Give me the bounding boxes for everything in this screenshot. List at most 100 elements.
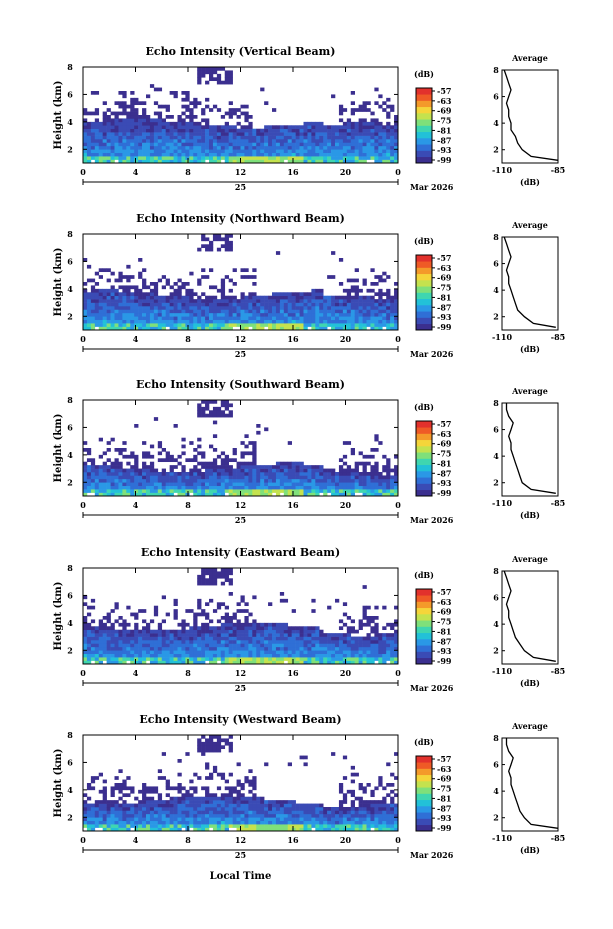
heat-cell (118, 118, 123, 123)
heat-cell (319, 306, 324, 310)
heat-cell (126, 111, 131, 116)
heat-cell (185, 108, 190, 112)
heat-cell (197, 824, 202, 828)
heat-cell (386, 323, 391, 327)
panel-title: Echo Intensity (Southward Beam) (136, 378, 345, 391)
heat-cell (209, 646, 214, 651)
heat-cell (220, 125, 226, 130)
heat-cell (189, 824, 194, 828)
heat-cell (122, 111, 127, 116)
heat-cell (134, 326, 139, 331)
day-label: 25 (235, 683, 246, 693)
heat-cell (138, 312, 143, 317)
heat-cell (279, 132, 285, 136)
heat-cell (212, 159, 218, 164)
heat-cell (256, 657, 261, 661)
heat-cell (177, 149, 182, 154)
heat-cell (197, 605, 202, 610)
heat-cell (90, 633, 96, 637)
heat-cell (362, 104, 367, 109)
colorbar-tick-label: -63 (437, 96, 452, 106)
heat-cell (378, 492, 383, 497)
heat-cell (323, 640, 328, 644)
heat-cell (149, 142, 155, 147)
heat-cell (126, 605, 131, 610)
heat-cell (106, 448, 111, 452)
heat-cell (94, 91, 100, 95)
heat-cell (268, 312, 273, 317)
heat-cell (311, 292, 316, 297)
heat-cell (283, 646, 289, 651)
heat-cell (193, 813, 198, 818)
heat-cell (390, 309, 395, 314)
heat-cell (236, 465, 241, 469)
heat-cell (193, 492, 198, 497)
heat-cell (295, 640, 300, 644)
heat-cell (177, 135, 182, 140)
heat-cell (366, 323, 371, 327)
heat-cell (201, 643, 206, 648)
heat-cell (236, 475, 241, 480)
heat-cell (315, 312, 320, 317)
heat-cell (346, 640, 352, 644)
heat-cell (165, 282, 170, 286)
colorbar-swatch (416, 311, 432, 318)
heat-cell (212, 765, 218, 770)
heat-cell (126, 156, 131, 160)
heat-cell (212, 810, 218, 815)
heat-cell (370, 312, 375, 317)
heat-cell (205, 295, 210, 300)
heat-cell (161, 312, 166, 317)
heat-cell (205, 824, 210, 828)
heat-cell (272, 323, 277, 327)
heat-cell (366, 643, 371, 648)
heat-cell (106, 278, 111, 283)
heat-cell (252, 796, 257, 801)
heat-cell (260, 622, 265, 627)
heat-cell (118, 472, 123, 476)
heat-cell (287, 633, 292, 637)
heat-cell (90, 472, 96, 476)
heat-cell (303, 135, 308, 140)
heat-cell (275, 482, 281, 487)
heat-cell (311, 629, 316, 634)
heat-cell (287, 145, 292, 150)
heat-cell (201, 475, 206, 480)
colorbar-tick-label: -69 (437, 439, 452, 449)
heat-cell (382, 657, 387, 661)
heat-cell (173, 616, 178, 620)
heat-cell (94, 776, 100, 780)
heat-cell (130, 813, 135, 818)
heat-cell (181, 482, 186, 487)
heat-cell (149, 824, 155, 828)
heat-cell (161, 595, 166, 600)
heat-cell (149, 653, 155, 658)
heat-cell (272, 817, 277, 822)
heat-cell (149, 121, 155, 126)
heat-cell (98, 302, 103, 307)
heat-cell (161, 121, 166, 126)
heat-cell (350, 472, 355, 476)
heat-cell (275, 302, 281, 307)
heat-cell (165, 104, 170, 109)
heat-cell (236, 650, 241, 655)
heat-cell (232, 451, 237, 456)
heat-cell (146, 285, 151, 290)
heat-cell (370, 629, 375, 634)
heat-cell (110, 478, 115, 483)
heat-cell (102, 111, 107, 116)
heat-cell (394, 292, 399, 297)
heat-cell (338, 465, 344, 469)
heat-cell (90, 465, 96, 469)
heat-cell (220, 616, 226, 620)
heat-cell (201, 609, 206, 613)
heat-cell (315, 149, 320, 154)
heat-cell (165, 485, 170, 490)
heat-cell (283, 803, 289, 808)
heat-cell (86, 803, 92, 808)
heat-cell (240, 650, 245, 655)
heat-cell (358, 159, 363, 164)
heat-cell (350, 288, 355, 293)
heat-cell (272, 142, 277, 147)
heat-cell (362, 299, 367, 303)
